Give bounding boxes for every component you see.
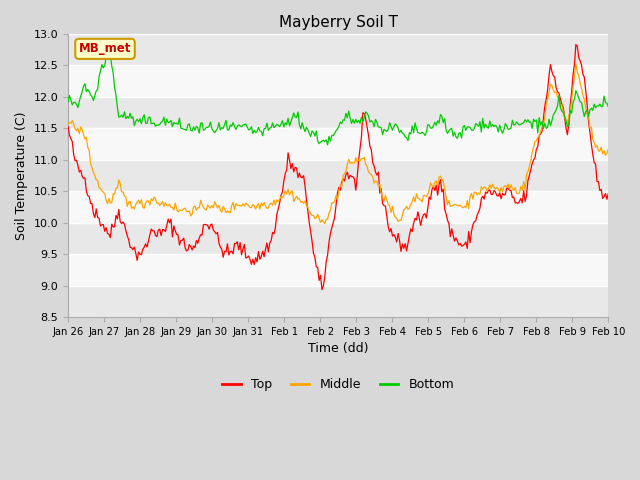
Title: Mayberry Soil T: Mayberry Soil T	[278, 15, 397, 30]
Bar	[68, 192, 608, 223]
Bar	[68, 97, 608, 128]
Bar	[68, 160, 608, 192]
Bar	[68, 286, 608, 317]
Bar	[68, 34, 608, 65]
Bar	[68, 65, 608, 97]
Bar	[68, 254, 608, 286]
Legend: Top, Middle, Bottom: Top, Middle, Bottom	[217, 373, 460, 396]
Bar	[68, 128, 608, 160]
Bar	[68, 223, 608, 254]
Text: MB_met: MB_met	[79, 42, 131, 55]
Y-axis label: Soil Temperature (C): Soil Temperature (C)	[15, 111, 28, 240]
X-axis label: Time (dd): Time (dd)	[308, 342, 369, 356]
